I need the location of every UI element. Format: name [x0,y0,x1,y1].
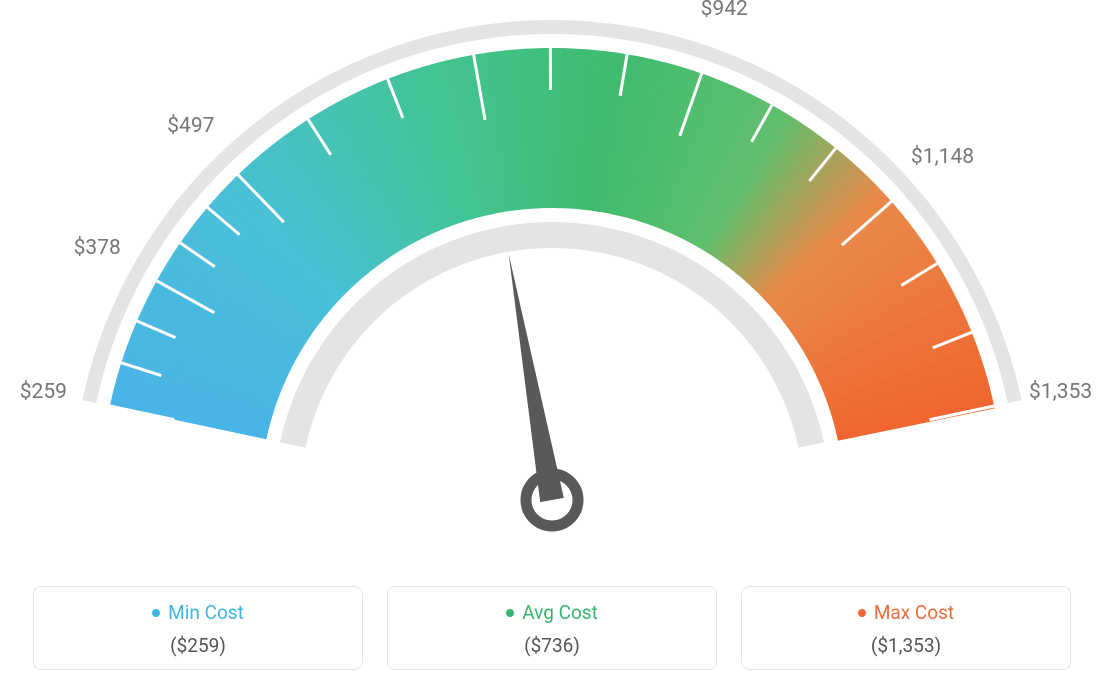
legend-card-min: Min Cost ($259) [33,586,363,670]
legend-card-max: Max Cost ($1,353) [741,586,1071,670]
legend-value-min: ($259) [44,634,352,657]
gauge-tick-label: $378 [74,236,121,260]
gauge-tick-label: $1,353 [1029,380,1092,404]
legend-title-text: Avg Cost [522,601,598,624]
legend-dot-min [152,609,160,617]
legend-value-max: ($1,353) [752,634,1060,657]
legend-title-text: Min Cost [168,601,244,624]
gauge-tick-label: $259 [20,380,67,404]
gauge-tick-label: $1,148 [911,145,974,169]
gauge-tick-label: $497 [167,114,214,138]
legend-title-text: Max Cost [874,601,954,624]
gauge-tick-label: $942 [701,0,748,21]
legend-card-avg: Avg Cost ($736) [387,586,717,670]
legend-value-avg: ($736) [398,634,706,657]
gauge-chart: $259$378$497$736$942$1,148$1,353 [0,0,1104,560]
legend-title-max: Max Cost [858,601,954,624]
gauge-svg [0,0,1104,560]
legend-title-avg: Avg Cost [506,601,598,624]
legend-dot-avg [506,609,514,617]
legend-title-min: Min Cost [152,601,244,624]
legend-dot-max [858,609,866,617]
legend-row: Min Cost ($259) Avg Cost ($736) Max Cost… [0,586,1104,670]
